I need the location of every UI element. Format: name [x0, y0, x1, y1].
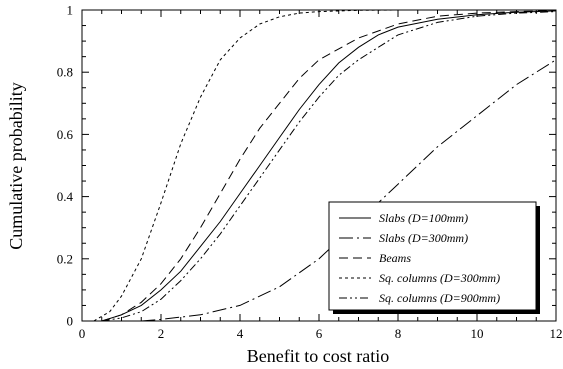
legend: Slabs (D=100mm) Slabs (D=300mm) Beams Sq. c… — [328, 201, 540, 314]
legend-label-2: Slabs (D=300mm) — [379, 231, 468, 245]
x-tick-label: 12 — [550, 326, 563, 341]
axis-ticks — [81, 9, 557, 322]
x-tick-label: 2 — [158, 326, 165, 341]
legend-box — [328, 201, 537, 311]
x-axis-label: Benefit to cost ratio — [247, 346, 389, 366]
y-tick-label: 1 — [67, 3, 74, 18]
x-tick-label: 10 — [471, 326, 484, 341]
legend-label-3: Beams — [379, 251, 411, 265]
y-axis-label: Cumulative probability — [6, 82, 26, 249]
legend-label-1: Slabs (D=100mm) — [379, 211, 468, 225]
legend-label-4: Sq. columns (D=300mm) — [379, 271, 500, 285]
x-tick-label: 8 — [395, 326, 402, 341]
y-tick-label: 0.8 — [57, 65, 73, 80]
x-tick-label: 4 — [237, 326, 244, 341]
y-tick-label: 0.4 — [57, 189, 74, 204]
series-line-3 — [101, 10, 557, 322]
tick-labels: 0 2 4 6 8 10 12 0 0.2 0.4 0.6 0.8 1 — [57, 3, 563, 342]
y-tick-label: 0.2 — [57, 251, 73, 266]
x-tick-label: 0 — [79, 326, 86, 341]
x-tick-label: 6 — [316, 326, 323, 341]
y-tick-label: 0.6 — [57, 127, 74, 142]
series-line-5 — [101, 11, 557, 322]
y-tick-label: 0 — [67, 314, 74, 329]
legend-label-5: Sq. columns (D=900mm) — [379, 291, 500, 305]
series-line-4 — [93, 9, 556, 322]
series-line-1 — [101, 10, 557, 322]
